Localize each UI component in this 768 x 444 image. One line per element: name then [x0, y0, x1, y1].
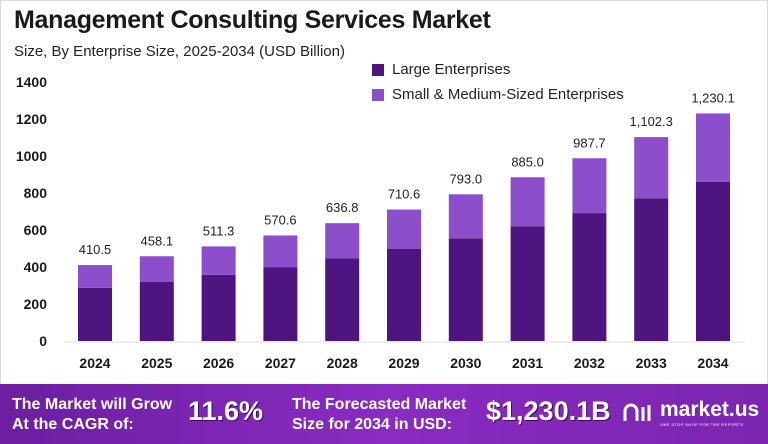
- x-tick-label: 2030: [450, 355, 481, 371]
- bar-large-2033: [634, 198, 669, 341]
- legend-label-sme: Small & Medium-Sized Enterprises: [392, 86, 624, 103]
- y-tick-label: 0: [39, 333, 47, 349]
- legend-swatch-large: [372, 63, 384, 76]
- forecast-label-line2: Size for 2034 in USD:: [292, 416, 453, 433]
- bar-sme-2027: [263, 235, 298, 268]
- total-label: 1,230.1: [691, 90, 734, 105]
- bar-large-2026: [201, 274, 236, 341]
- total-label: 458.1: [141, 233, 174, 248]
- bar-sme-2025: [139, 256, 174, 282]
- total-label: 793.0: [450, 171, 483, 186]
- legend-swatch-sme: [372, 88, 384, 101]
- forecast-label: The Forecasted Market Size for 2034 in U…: [292, 395, 466, 435]
- market-us-logo: market.us ONE STOP SHOP FOR THE REPORTS: [622, 398, 759, 427]
- y-tick-label: 800: [24, 185, 48, 201]
- x-tick-label: 2034: [697, 355, 728, 371]
- x-tick-label: 2032: [574, 355, 605, 371]
- legend-label-large: Large Enterprises: [392, 61, 511, 78]
- total-label: 636.8: [326, 200, 359, 215]
- bar-sme-2034: [696, 113, 730, 182]
- bar-large-2031: [510, 226, 545, 341]
- y-tick-label: 200: [24, 296, 48, 312]
- legend-item-sme: Small & Medium-Sized Enterprises: [372, 82, 624, 107]
- bar-large-2030: [448, 238, 483, 341]
- x-tick-label: 2033: [636, 355, 667, 371]
- cagr-label-line2: At the CAGR of:: [12, 416, 134, 433]
- bar-sme-2031: [510, 177, 545, 227]
- total-label: 710.6: [388, 187, 421, 202]
- bar-sme-2030: [448, 194, 483, 239]
- total-label: 1,102.3: [630, 114, 673, 129]
- bar-large-2034: [696, 181, 730, 341]
- cagr-value: 11.6%: [188, 396, 264, 426]
- x-tick-label: 2024: [79, 355, 110, 371]
- y-tick-label: 1200: [16, 111, 47, 127]
- bar-large-2028: [325, 258, 360, 341]
- bar-sme-2024: [78, 265, 112, 288]
- bar-large-2025: [139, 281, 174, 341]
- total-label: 511.3: [203, 223, 235, 238]
- x-tick-label: 2029: [388, 355, 419, 371]
- x-tick-label: 2031: [512, 355, 543, 371]
- logo-tagline: ONE STOP SHOP FOR THE REPORTS: [660, 422, 744, 427]
- chart-subtitle: Size, By Enterprise Size, 2025-2034 (USD…: [14, 43, 345, 60]
- total-label: 410.5: [79, 242, 112, 257]
- x-tick-label: 2028: [327, 355, 358, 371]
- total-label: 885.0: [511, 154, 544, 169]
- total-label: 570.6: [264, 212, 297, 227]
- y-tick-label: 1000: [16, 148, 47, 164]
- bar-sme-2033: [634, 137, 669, 199]
- x-tick-label: 2027: [265, 355, 296, 371]
- bar-sme-2028: [325, 223, 360, 259]
- bar-sme-2026: [201, 246, 236, 275]
- bar-large-2029: [387, 248, 421, 341]
- cagr-label: The Market will Grow At the CAGR of:: [12, 395, 172, 435]
- logo-text: market.us: [660, 398, 760, 421]
- chart-title: Management Consulting Services Market: [14, 6, 491, 34]
- y-tick-label: 1400: [16, 74, 47, 90]
- cagr-label-line1: The Market will Grow: [12, 396, 173, 413]
- bar-large-2032: [572, 213, 607, 341]
- total-label: 987.7: [573, 135, 606, 150]
- legend-item-large: Large Enterprises: [372, 57, 624, 82]
- forecast-value: $1,230.1B: [486, 396, 611, 426]
- forecast-label-line1: The Forecasted Market: [292, 396, 467, 413]
- x-tick-label: 2025: [141, 355, 172, 371]
- y-tick-label: 400: [24, 259, 48, 275]
- y-tick-label: 600: [24, 222, 48, 238]
- x-tick-label: 2026: [203, 355, 234, 371]
- summary-banner: The Market will Grow At the CAGR of: 11.…: [0, 384, 768, 444]
- bar-sme-2029: [387, 209, 421, 249]
- bar-chart: 0 200 400 600 800 1000 1200 1400 410.5 2024 458.1 2…: [16, 74, 745, 371]
- legend: Large Enterprises Small & Medium-Sized E…: [372, 57, 624, 107]
- bar-sme-2032: [572, 158, 607, 214]
- market-us-logo-icon: [623, 403, 651, 421]
- bar-large-2027: [263, 267, 298, 341]
- bar-large-2024: [78, 287, 112, 341]
